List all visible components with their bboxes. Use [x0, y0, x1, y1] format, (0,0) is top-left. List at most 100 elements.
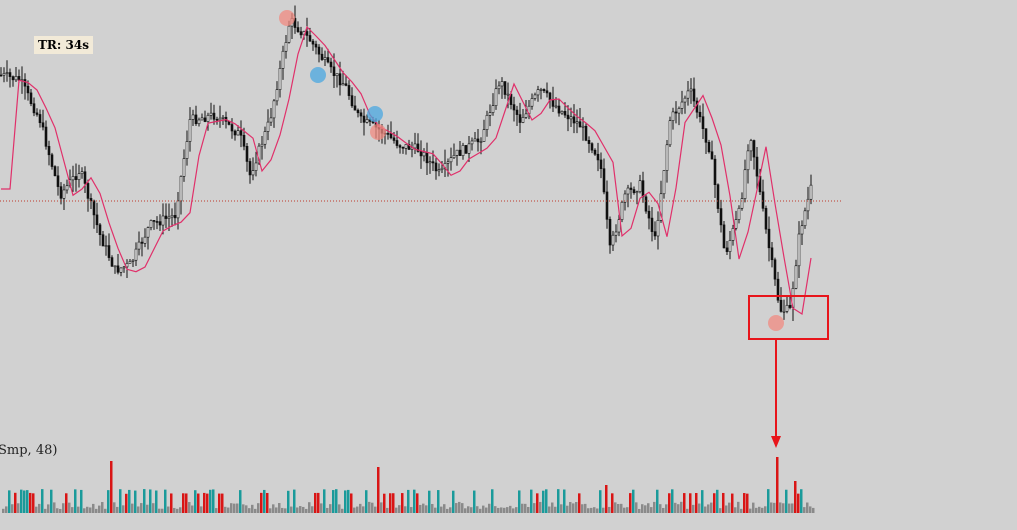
- volume-bar: [248, 508, 251, 513]
- candle-body: [245, 145, 249, 162]
- candle-body: [428, 161, 432, 164]
- volume-bar: [179, 507, 182, 513]
- candle-body: [656, 220, 660, 237]
- volume-bar: [281, 507, 284, 513]
- buy-signal-marker: [310, 67, 326, 83]
- volume-bar: [395, 507, 398, 513]
- candle-body: [470, 140, 474, 145]
- volume-bar: [431, 503, 434, 513]
- candle-body: [161, 215, 165, 226]
- candle-body: [587, 140, 591, 144]
- highlight-box: [748, 295, 829, 340]
- volume-bar: [548, 506, 551, 513]
- volume-bar: [374, 506, 377, 513]
- volume-bar: [422, 503, 425, 513]
- candle-body: [740, 198, 744, 209]
- candle-body: [563, 111, 567, 116]
- candle-body: [146, 227, 150, 238]
- candle-body: [113, 265, 117, 268]
- volume-bar: [722, 492, 725, 513]
- volume-bar: [458, 501, 461, 513]
- volume-bar: [455, 503, 458, 513]
- volume-bar: [173, 507, 176, 513]
- volume-bar: [305, 508, 308, 513]
- candle-body: [647, 210, 651, 219]
- candle-body: [332, 66, 336, 77]
- volume-bar: [635, 502, 638, 513]
- volume-bar: [467, 506, 470, 513]
- candle-body: [278, 68, 282, 90]
- candle-body: [179, 176, 183, 202]
- candle-body: [536, 89, 540, 96]
- volume-bar: [221, 493, 224, 513]
- candle-body: [50, 154, 54, 167]
- volume-bar: [803, 507, 806, 513]
- candle-body: [23, 79, 27, 87]
- volume-bar: [308, 502, 311, 513]
- candle-body: [794, 265, 798, 289]
- candle-body: [311, 40, 315, 45]
- candle-body: [191, 114, 195, 120]
- candle-body: [524, 113, 528, 118]
- candle-body: [584, 125, 588, 141]
- volume-bar: [275, 507, 278, 513]
- volume-bar: [788, 503, 791, 513]
- volume-bar: [557, 489, 560, 513]
- candle-body: [338, 73, 342, 86]
- candle-body: [167, 216, 171, 219]
- candle-body: [500, 81, 504, 87]
- volume-bar: [479, 508, 482, 513]
- candle-body: [38, 114, 42, 124]
- volume-bar: [683, 493, 686, 513]
- volume-bar: [464, 508, 467, 513]
- volume-bar: [608, 506, 611, 513]
- volume-bar: [254, 508, 257, 513]
- candle-body: [80, 171, 84, 175]
- volume-bar: [563, 489, 566, 513]
- volume-bar: [77, 506, 80, 513]
- candle-body: [737, 207, 741, 220]
- candle-body: [11, 76, 15, 81]
- volume-bar: [596, 508, 599, 513]
- candle-body: [362, 115, 366, 123]
- volume-bar: [311, 506, 314, 513]
- candle-body: [233, 130, 237, 136]
- volume-bar: [200, 506, 203, 513]
- candle-body: [698, 111, 702, 118]
- candle-body: [335, 73, 339, 77]
- volume-bar: [800, 489, 803, 513]
- volume-histogram: [2, 457, 815, 513]
- volume-bar: [602, 507, 605, 513]
- candle-body: [716, 184, 720, 209]
- candle-body: [104, 245, 108, 247]
- volume-bar: [188, 502, 191, 513]
- volume-bar: [764, 506, 767, 513]
- candle-body: [473, 138, 477, 142]
- volume-bar: [572, 503, 575, 513]
- candle-body: [125, 263, 129, 268]
- volume-bar: [611, 493, 614, 513]
- candle-body: [593, 149, 597, 155]
- volume-indicator-label: Smp, 48): [0, 443, 58, 458]
- volume-bar: [107, 490, 110, 513]
- candle-body: [230, 124, 234, 132]
- volume-bar: [503, 507, 506, 513]
- volume-bar: [599, 490, 602, 513]
- candle-body: [182, 158, 186, 177]
- candle-body: [29, 92, 33, 105]
- volume-bar: [158, 508, 161, 513]
- candle-body: [533, 94, 537, 99]
- candle-body: [692, 88, 696, 102]
- volume-bar: [713, 493, 716, 513]
- candle-body: [128, 261, 132, 264]
- candle-body: [41, 122, 45, 128]
- candle-body: [254, 162, 258, 171]
- candle-body: [398, 145, 402, 148]
- volume-bar: [428, 490, 431, 513]
- candle-body: [506, 93, 510, 96]
- volume-bar: [230, 503, 233, 513]
- candle-body: [797, 233, 801, 267]
- volume-bar: [449, 507, 452, 513]
- candle-body: [416, 143, 420, 152]
